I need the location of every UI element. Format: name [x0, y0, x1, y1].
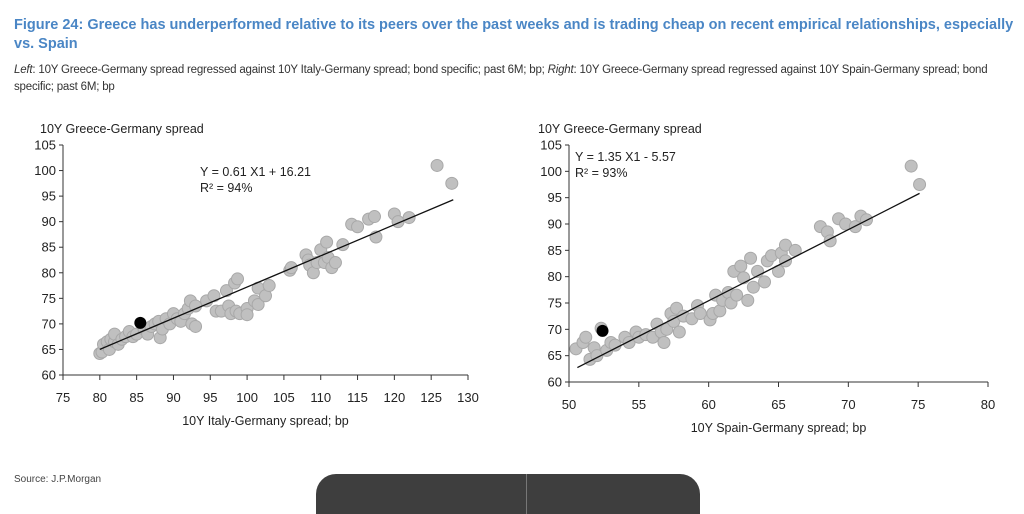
y-tick-label: 90 — [42, 214, 56, 229]
data-point — [734, 259, 748, 273]
x-tick-label: 75 — [56, 390, 70, 405]
y-tick-label: 60 — [42, 368, 56, 383]
regression-equation: Y = 1.35 X1 - 5.57 — [575, 150, 676, 164]
overlay-divider — [526, 474, 527, 514]
chart-left: 60 65 70 75 80 85 90 95 100 105 75 80 85 90 95 100 105 11… — [34, 122, 479, 428]
regression-equation: Y = 0.61 X1 + 16.21 — [200, 165, 311, 179]
data-point — [251, 297, 265, 311]
data-point — [672, 325, 686, 339]
y-tick-label: 75 — [548, 296, 562, 311]
regression-line — [99, 199, 454, 350]
data-point — [913, 178, 927, 191]
x-tick-label: 80 — [93, 390, 107, 405]
data-point — [189, 319, 203, 333]
data-point — [579, 330, 593, 344]
source-note: Source: J.P.Morgan — [14, 474, 102, 485]
x-tick-label: 75 — [911, 397, 925, 412]
y-tick-label: 100 — [540, 164, 562, 179]
data-point — [758, 275, 772, 289]
x-tick-label: 55 — [632, 397, 646, 412]
y-axis-title: 10Y Greece-Germany spread — [40, 122, 204, 136]
x-tick-label: 130 — [457, 390, 479, 405]
highlight-point — [134, 316, 147, 329]
data-point — [231, 272, 245, 286]
data-point — [730, 288, 744, 302]
y-tick-label: 70 — [42, 316, 56, 331]
highlight-point — [596, 324, 609, 337]
subtitle-left-label: Left — [14, 64, 33, 76]
x-tick-label: 65 — [771, 397, 785, 412]
r-squared: R² = 93% — [575, 166, 627, 180]
data-point — [402, 211, 416, 225]
x-axis-title: 10Y Spain-Germany spread; bp — [691, 421, 867, 435]
data-point — [657, 336, 671, 349]
data-point — [608, 338, 622, 352]
data-point — [746, 280, 760, 294]
x-tick-label: 80 — [981, 397, 995, 412]
x-tick-label: 60 — [701, 397, 715, 412]
x-tick-label: 105 — [273, 390, 295, 405]
y-tick-label: 60 — [548, 375, 562, 390]
data-point — [351, 220, 365, 234]
data-point — [328, 256, 342, 270]
data-point — [367, 210, 381, 224]
y-tick-label: 70 — [548, 322, 562, 337]
data-point — [219, 284, 233, 298]
data-point — [737, 271, 751, 285]
charts-canvas: 60 65 70 75 80 85 90 95 100 105 75 80 85 90 95 100 105 11… — [34, 122, 995, 435]
x-tick-label: 95 — [203, 390, 217, 405]
data-point — [430, 158, 444, 172]
y-tick-label: 80 — [42, 265, 56, 280]
data-point — [320, 235, 334, 249]
y-tick-label: 105 — [34, 138, 56, 153]
chart-right: 60 65 70 75 80 85 90 95 100 105 50 55 60 65 70 75 80 10Y … — [538, 122, 995, 435]
data-point — [744, 251, 758, 265]
y-tick-label: 105 — [540, 138, 562, 153]
figure-subtitle: Left: 10Y Greece-Germany spread regresse… — [14, 62, 1014, 96]
data-point — [207, 289, 221, 303]
r-squared: R² = 94% — [200, 181, 252, 195]
x-tick-label: 85 — [129, 390, 143, 405]
subtitle-right-text: : 10Y Greece-Germany spread regressed ag… — [14, 64, 988, 93]
data-point — [741, 293, 755, 307]
regression-line — [577, 192, 920, 369]
y-tick-label: 100 — [34, 163, 56, 178]
y-tick-label: 65 — [548, 348, 562, 363]
x-tick-label: 115 — [347, 390, 368, 405]
data-point — [778, 254, 792, 268]
figure-title: Figure 24: Greece has underperformed rel… — [14, 17, 1014, 52]
x-axis-title: 10Y Italy-Germany spread; bp — [182, 414, 349, 428]
x-tick-label: 100 — [236, 390, 258, 405]
y-tick-label: 95 — [548, 190, 562, 205]
data-point — [445, 176, 459, 190]
data-point — [262, 279, 276, 293]
y-tick-label: 85 — [548, 243, 562, 258]
x-tick-label: 70 — [841, 397, 855, 412]
x-tick-label: 125 — [420, 390, 442, 405]
y-tick-label: 95 — [42, 189, 56, 204]
data-point — [904, 159, 918, 173]
y-tick-label: 65 — [42, 342, 56, 357]
data-point — [693, 307, 707, 321]
y-tick-label: 85 — [42, 240, 56, 255]
data-point — [240, 308, 254, 322]
subtitle-left-text: : 10Y Greece-Germany spread regressed ag… — [32, 64, 548, 76]
subtitle-right-label: Right — [547, 64, 574, 76]
y-tick-label: 75 — [42, 291, 56, 306]
overlay-bar[interactable] — [316, 474, 700, 514]
y-tick-label: 90 — [548, 217, 562, 232]
y-tick-label: 80 — [548, 269, 562, 284]
y-axis-title: 10Y Greece-Germany spread — [538, 122, 702, 136]
x-tick-label: 110 — [310, 390, 331, 405]
x-tick-label: 90 — [166, 390, 180, 405]
x-tick-label: 120 — [384, 390, 406, 405]
x-tick-label: 50 — [562, 397, 576, 412]
